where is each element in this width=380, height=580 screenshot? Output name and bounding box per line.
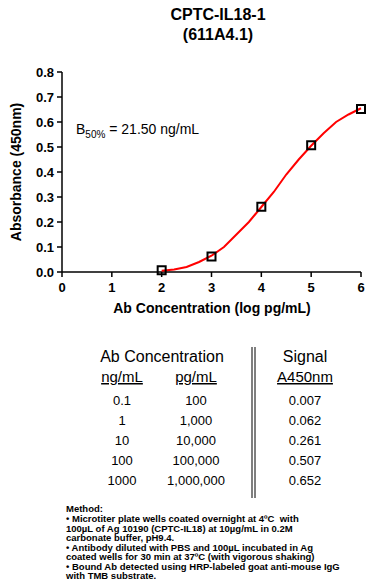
x-tick (61, 272, 63, 277)
data-point (307, 141, 315, 149)
y-tick-label: 0.4 (36, 165, 55, 180)
table-header: Ab Concentration (100, 348, 224, 365)
x-tick-label: 0 (58, 280, 65, 295)
background (0, 0, 380, 580)
table-cell: 100,000 (173, 453, 220, 468)
x-tick (111, 272, 113, 277)
y-tick (57, 221, 62, 223)
table-cell: 1,000 (180, 413, 213, 428)
table-subheader: pg/mL (175, 368, 217, 385)
y-tick-label: 0.6 (36, 115, 54, 130)
table-cell: 10 (115, 433, 129, 448)
y-tick-label: 0.1 (36, 240, 54, 255)
table-divider (252, 347, 253, 498)
subtitle: (611A4.1) (183, 26, 253, 43)
x-tick (211, 272, 213, 277)
annotation: B50% = 21.50 ng/mL (76, 121, 199, 140)
y-tick-label: 0.3 (36, 190, 54, 205)
table-cell: 1 (118, 413, 125, 428)
x-axis-label: Ab Concentration (log pg/mL) (113, 300, 311, 316)
table-cell: 1000 (108, 473, 137, 488)
x-tick (310, 272, 312, 277)
y-tick (57, 246, 62, 248)
data-point (208, 253, 216, 261)
fit-curve (162, 108, 361, 271)
x-tick (360, 272, 362, 277)
data-point (158, 266, 166, 274)
table-cell: 0.1 (113, 393, 131, 408)
table-divider (255, 347, 256, 498)
table-subheader: ng/mL (101, 368, 143, 385)
y-axis-label: Absorbance (450nm) (8, 103, 24, 241)
title: CPTC-IL18-1 (170, 6, 265, 23)
data-point (257, 203, 265, 211)
y-tick-label: 0.7 (36, 90, 54, 105)
table-header: Signal (283, 348, 327, 365)
table-cell: 0.261 (289, 433, 322, 448)
table-cell: 0.652 (289, 473, 322, 488)
x-tick-label: 4 (258, 280, 266, 295)
y-tick (57, 121, 62, 123)
data-point (357, 105, 365, 113)
x-tick-label: 1 (108, 280, 115, 295)
table-cell: 1,000,000 (167, 473, 225, 488)
x-tick (261, 272, 263, 277)
annotation-suffix: = 21.50 ng/mL (105, 121, 199, 137)
table-cell: 10,000 (176, 433, 216, 448)
table-subheader: A450nm (277, 368, 333, 385)
figure: CPTC-IL18-1 (611A4.1) 0.0 0.1 0.2 0.3 0.4 0.5 0.… (0, 0, 380, 580)
y-tick-label: 0.0 (36, 265, 54, 280)
x-tick-label: 3 (208, 280, 215, 295)
table-cell: 100 (111, 453, 133, 468)
plot-marks (158, 105, 365, 274)
annotation-text: B (76, 121, 85, 137)
annotation-subscript: 50% (85, 129, 105, 140)
x-tick-label: 5 (308, 280, 315, 295)
y-tick-label: 0.5 (36, 140, 54, 155)
table-cell: 0.062 (289, 413, 322, 428)
x-tick-label: 2 (158, 280, 165, 295)
table-cell: 0.507 (289, 453, 322, 468)
x-tick-label: 6 (357, 280, 364, 295)
table-cell: 100 (185, 393, 207, 408)
y-tick (57, 96, 62, 98)
table-cell: 0.007 (289, 393, 322, 408)
y-tick (57, 146, 62, 148)
method-line: with TMB substrate. (65, 570, 156, 580)
y-tick-label: 0.2 (36, 215, 54, 230)
y-tick (57, 71, 62, 73)
y-tick-label: 0.8 (36, 65, 54, 80)
y-tick (57, 171, 62, 173)
y-tick (57, 196, 62, 198)
